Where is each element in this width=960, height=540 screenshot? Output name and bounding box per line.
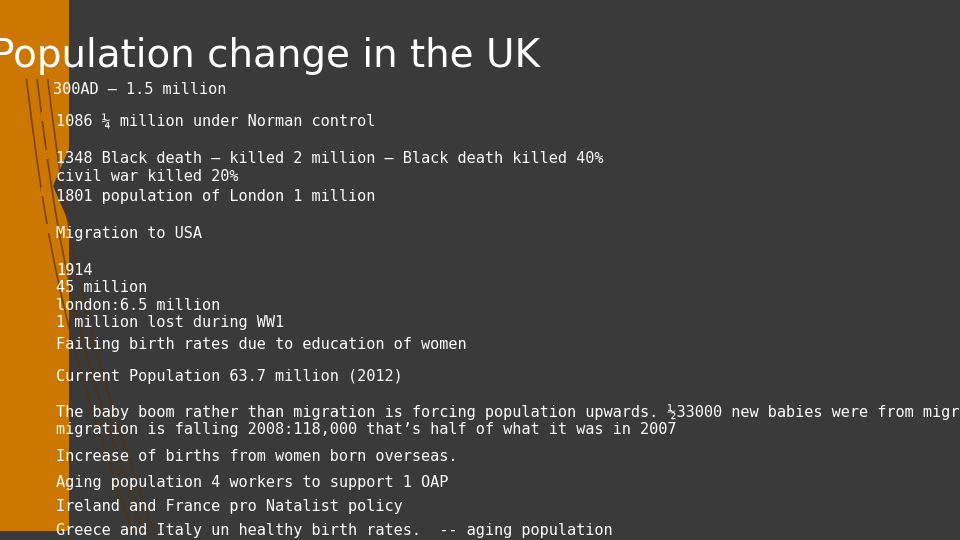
Text: 1801 population of London 1 million: 1801 population of London 1 million <box>56 188 375 204</box>
Text: Greece and Italy un healthy birth rates.  -- aging population: Greece and Italy un healthy birth rates.… <box>56 523 612 538</box>
Text: Migration to USA: Migration to USA <box>56 226 202 241</box>
Polygon shape <box>0 0 69 531</box>
Text: 300AD – 1.5 million: 300AD – 1.5 million <box>53 82 227 97</box>
Text: The baby boom rather than migration is forcing population upwards. ½33000 new ba: The baby boom rather than migration is f… <box>56 404 960 437</box>
Text: Increase of births from women born overseas.: Increase of births from women born overs… <box>56 449 457 464</box>
Text: 1086 ¼ million under Norman control: 1086 ¼ million under Norman control <box>56 114 375 129</box>
Text: 1914
45 million
london:6.5 million
1 million lost during WW1: 1914 45 million london:6.5 million 1 mil… <box>56 263 284 330</box>
Text: Ireland and France pro Natalist policy: Ireland and France pro Natalist policy <box>56 500 402 515</box>
Text: Population change in the UK: Population change in the UK <box>0 37 540 75</box>
Text: Current Population 63.7 million (2012): Current Population 63.7 million (2012) <box>56 369 402 384</box>
Text: 1348 Black death – killed 2 million – Black death killed 40%
civil war killed 20: 1348 Black death – killed 2 million – Bl… <box>56 151 603 184</box>
Text: Failing birth rates due to education of women: Failing birth rates due to education of … <box>56 338 467 352</box>
Text: Aging population 4 workers to support 1 OAP: Aging population 4 workers to support 1 … <box>56 475 448 490</box>
